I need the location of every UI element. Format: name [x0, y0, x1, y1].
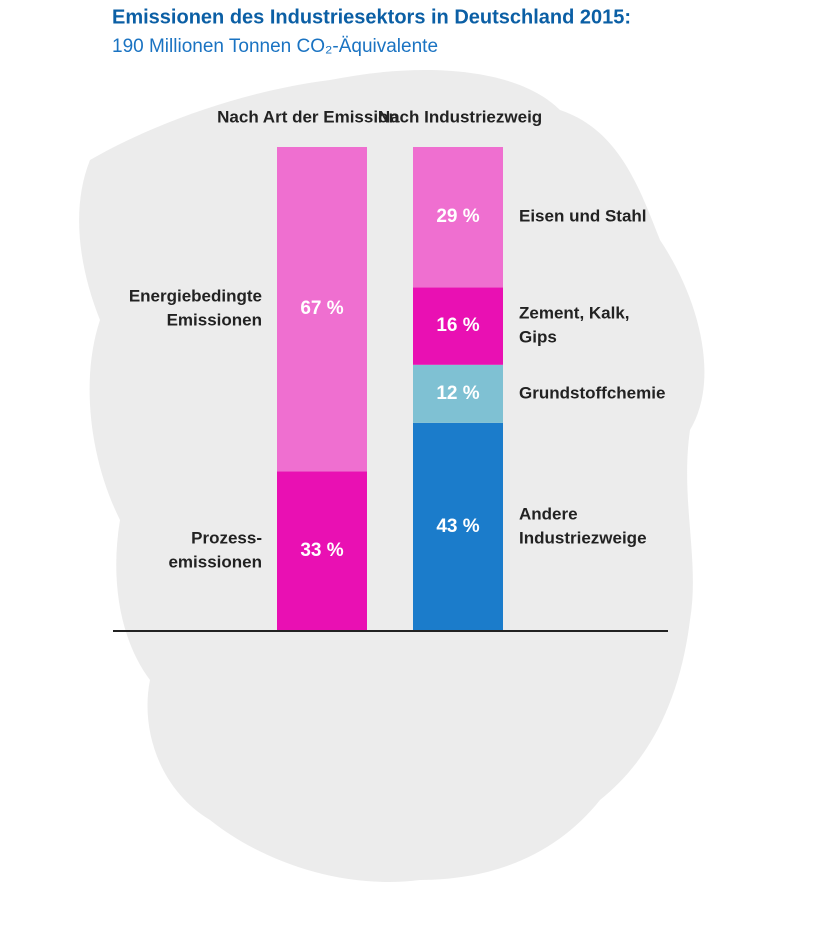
segment-label: Gips — [519, 328, 557, 347]
segment-label: Prozess- — [191, 529, 262, 548]
bar-segment — [413, 422, 503, 631]
bar-segment — [413, 364, 503, 423]
chart-subtitle: 190 Millionen Tonnen CO₂-Äquivalente — [112, 36, 438, 57]
value-label: 29 % — [436, 206, 479, 227]
chart-title: Emissionen des Industriesektors in Deuts… — [112, 6, 631, 28]
background-blob — [79, 70, 705, 882]
bar-segment — [413, 147, 503, 288]
value-label: 16 % — [436, 315, 479, 336]
segment-label: Eisen und Stahl — [519, 207, 647, 226]
segment-label: Energiebedingte — [129, 287, 262, 306]
value-label: 43 % — [436, 516, 479, 537]
bar-segment — [277, 147, 367, 472]
value-label: 33 % — [300, 540, 343, 561]
column-header: Nach Art der Emission — [217, 107, 399, 126]
column-header: Nach Industriezweig — [378, 107, 542, 126]
value-label: 67 % — [300, 298, 343, 319]
segment-label: Grundstoffchemie — [519, 383, 665, 402]
bar-segment — [277, 471, 367, 631]
segment-label: emissionen — [168, 553, 262, 572]
bar-segment — [413, 287, 503, 365]
segment-label: Emissionen — [167, 311, 262, 330]
value-label: 12 % — [436, 383, 479, 404]
segment-label: Zement, Kalk, — [519, 304, 630, 323]
segment-label: Industriezweige — [519, 528, 647, 547]
segment-label: Andere — [519, 504, 578, 523]
